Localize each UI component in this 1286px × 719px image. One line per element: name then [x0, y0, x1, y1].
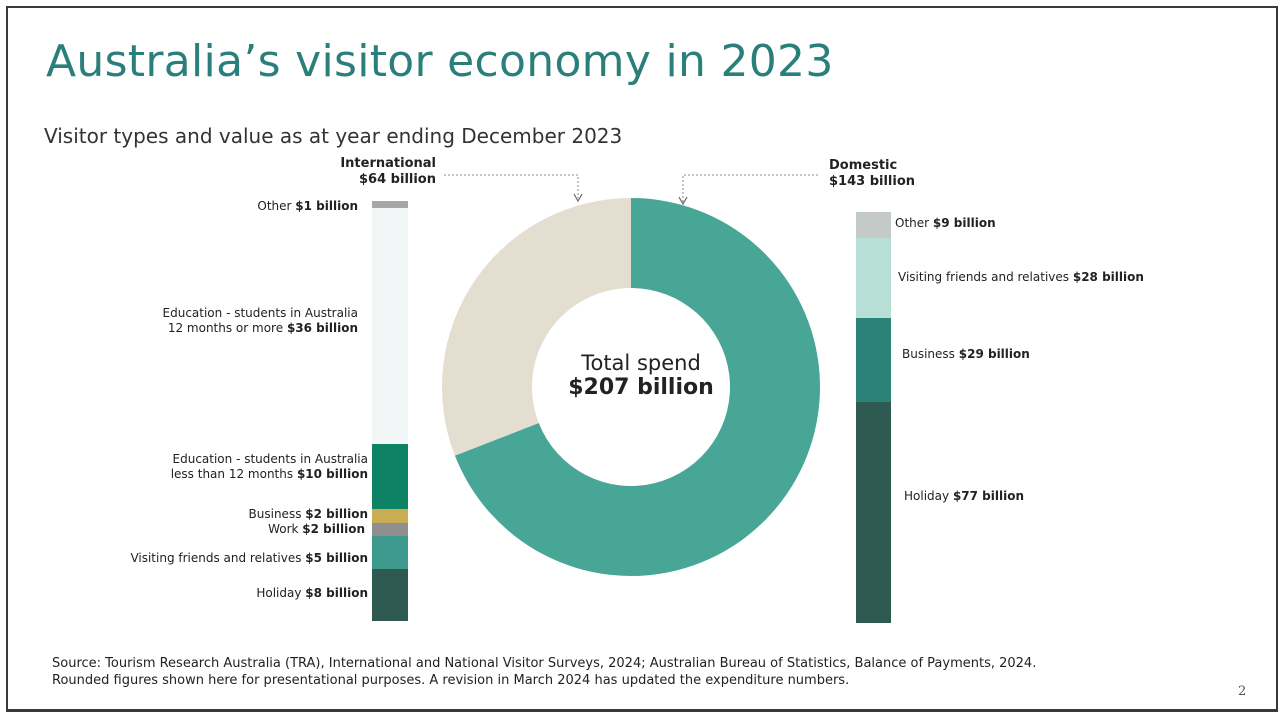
intl-label-business: Business $2 billion [248, 507, 368, 521]
international-total: $64 billion [359, 172, 436, 187]
center-value: $207 billion [568, 375, 714, 400]
note-line: Rounded figures shown here for presentat… [52, 673, 850, 688]
intl-segment-6 [372, 568, 408, 621]
page-number: 2 [1238, 684, 1247, 699]
donut-slice-international [442, 198, 631, 456]
intl-label-education-long: Education - students in Australia 12 mon… [162, 306, 358, 335]
international-heading: International $64 billion [340, 156, 436, 188]
intl-label-holiday: Holiday $8 billion [256, 586, 368, 600]
intl-segment-1 [372, 207, 408, 444]
intl-label-vfr: Visiting friends and relatives $5 billio… [130, 551, 368, 565]
intl-segment-5 [372, 535, 408, 569]
dom-segment-3 [856, 401, 891, 623]
source-footnote: Source: Tourism Research Australia (TRA)… [52, 655, 1036, 689]
donut-center-label: Total spend $207 billion [541, 351, 741, 400]
domestic-title: Domestic [829, 158, 898, 173]
slide-subtitle: Visitor types and value as at year endin… [44, 124, 623, 148]
slide [6, 6, 1278, 712]
dom-segment-2 [856, 318, 891, 402]
intl-segment-4 [372, 522, 408, 536]
dom-segment-0 [856, 212, 891, 238]
dom-label-business: Business $29 billion [902, 347, 1030, 361]
dom-segment-1 [856, 237, 891, 319]
slide-title: Australia’s visitor economy in 2023 [46, 36, 834, 87]
dom-label-vfr: Visiting friends and relatives $28 billi… [898, 270, 1144, 284]
intl-label-other: Other $1 billion [257, 199, 358, 213]
domestic-total: $143 billion [829, 174, 916, 189]
domestic-heading: Domestic $143 billion [829, 158, 915, 190]
source-line: Source: Tourism Research Australia (TRA)… [52, 656, 1037, 671]
center-title: Total spend [581, 351, 701, 375]
dom-label-other: Other $9 billion [895, 216, 996, 230]
dom-label-holiday: Holiday $77 billion [904, 489, 1024, 503]
intl-segment-2 [372, 443, 408, 510]
intl-segment-3 [372, 509, 408, 523]
intl-segment-0 [372, 201, 408, 208]
donut-slice-domestic [454, 198, 820, 576]
intl-label-education-short: Education - students in Australia less t… [170, 452, 368, 481]
international-title: International [340, 156, 436, 171]
intl-label-work: Work $2 billion [268, 522, 365, 536]
